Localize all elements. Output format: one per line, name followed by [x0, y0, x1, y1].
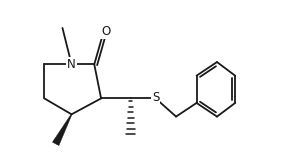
Polygon shape	[53, 114, 72, 146]
Text: S: S	[152, 91, 159, 104]
Text: N: N	[67, 58, 76, 71]
Text: O: O	[101, 25, 110, 38]
